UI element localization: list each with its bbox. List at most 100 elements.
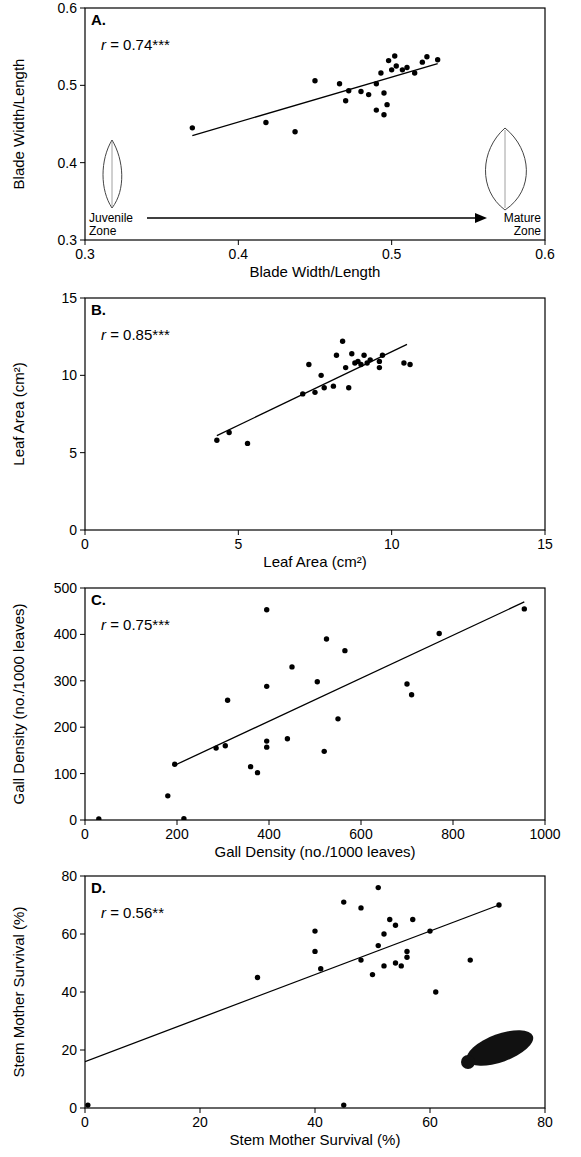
point (389, 67, 394, 72)
y-tick (80, 8, 85, 9)
y-tick-label: 300 (54, 673, 78, 689)
point (400, 67, 405, 72)
point (381, 90, 386, 95)
y-tick-label: 5 (69, 445, 77, 461)
zone-arrow (147, 217, 477, 218)
point (85, 1102, 90, 1107)
point (407, 362, 412, 367)
y-tick-label: 80 (61, 868, 77, 884)
x-tick-label: 400 (257, 826, 281, 842)
y-axis-title: Gall Density (no./1000 leaves) (10, 604, 27, 805)
figure: 0.30.40.50.60.30.40.50.6Blade Width/Leng… (0, 0, 581, 1157)
x-tick-label: 0 (81, 1114, 89, 1130)
y-tick (80, 1050, 85, 1051)
trend-line (85, 905, 499, 1062)
x-tick (315, 1108, 316, 1113)
point (343, 365, 348, 370)
point (343, 98, 348, 103)
x-tick-label: 600 (349, 826, 373, 842)
point (346, 88, 351, 93)
annotation-rest: = 0.56** (106, 904, 164, 921)
trend-line (175, 602, 525, 765)
point (300, 391, 305, 396)
point (306, 362, 311, 367)
x-tick (453, 820, 454, 825)
plot-frame (85, 298, 545, 530)
point (468, 957, 473, 962)
point (394, 63, 399, 68)
point (324, 636, 329, 641)
data-group (190, 53, 441, 135)
trend-line (217, 344, 407, 435)
y-tick (80, 162, 85, 163)
point (404, 681, 409, 686)
point (409, 692, 414, 697)
plot-frame (85, 876, 545, 1108)
point (223, 743, 228, 748)
x-tick-label: 5 (234, 536, 242, 552)
y-tick (80, 634, 85, 635)
zone-label: MatureZone (504, 211, 542, 238)
x-tick-label: 20 (192, 1114, 208, 1130)
juvenile-leaf-icon (103, 140, 122, 208)
point (190, 125, 195, 130)
panel: 020040060080010000100200300400500Gall De… (10, 580, 581, 860)
x-tick (545, 1108, 546, 1113)
y-tick-label: 500 (54, 580, 78, 596)
point (248, 764, 253, 769)
x-tick (85, 1108, 86, 1113)
x-tick (545, 820, 546, 825)
x-axis-title: Leaf Area (cm²) (263, 553, 366, 570)
y-axis-title: Blade Width/Length (10, 59, 27, 190)
point (213, 745, 218, 750)
point (424, 54, 429, 59)
point (337, 81, 342, 86)
y-tick-label: 40 (61, 984, 77, 1000)
point (340, 339, 345, 344)
point (264, 744, 269, 749)
y-tick-label: 0.4 (58, 155, 78, 171)
point (393, 923, 398, 928)
correlation-label: r = 0.56** (101, 904, 164, 921)
y-tick (80, 588, 85, 589)
correlation-label: r = 0.74*** (101, 36, 170, 53)
y-tick (80, 1108, 85, 1109)
x-tick (361, 820, 362, 825)
point (378, 70, 383, 75)
point (334, 353, 339, 358)
y-tick (80, 85, 85, 86)
point (370, 972, 375, 977)
point (358, 89, 363, 94)
point (381, 931, 386, 936)
point (361, 353, 366, 358)
point (381, 963, 386, 968)
x-tick (545, 240, 546, 245)
point (349, 351, 354, 356)
x-axis-title: Gall Density (no./1000 leaves) (215, 843, 416, 860)
y-tick-label: 0 (69, 812, 77, 828)
point (377, 365, 382, 370)
x-tick (177, 820, 178, 825)
point (181, 816, 186, 820)
point (374, 81, 379, 86)
point (358, 362, 363, 367)
x-tick-label: 0.6 (535, 246, 555, 262)
zone-label-line: Zone (514, 224, 542, 238)
plot-frame (85, 588, 545, 820)
point (435, 57, 440, 62)
x-tick (238, 530, 239, 535)
point (393, 960, 398, 965)
x-tick (269, 820, 270, 825)
point (315, 679, 320, 684)
annotation-rest: = 0.85*** (106, 326, 170, 343)
point (346, 385, 351, 390)
x-tick (430, 1108, 431, 1113)
y-tick (80, 820, 85, 821)
y-tick-label: 0 (69, 522, 77, 538)
point (412, 70, 417, 75)
point (387, 917, 392, 922)
point (255, 770, 260, 775)
point (341, 1102, 346, 1107)
y-tick (80, 727, 85, 728)
point (381, 112, 386, 117)
